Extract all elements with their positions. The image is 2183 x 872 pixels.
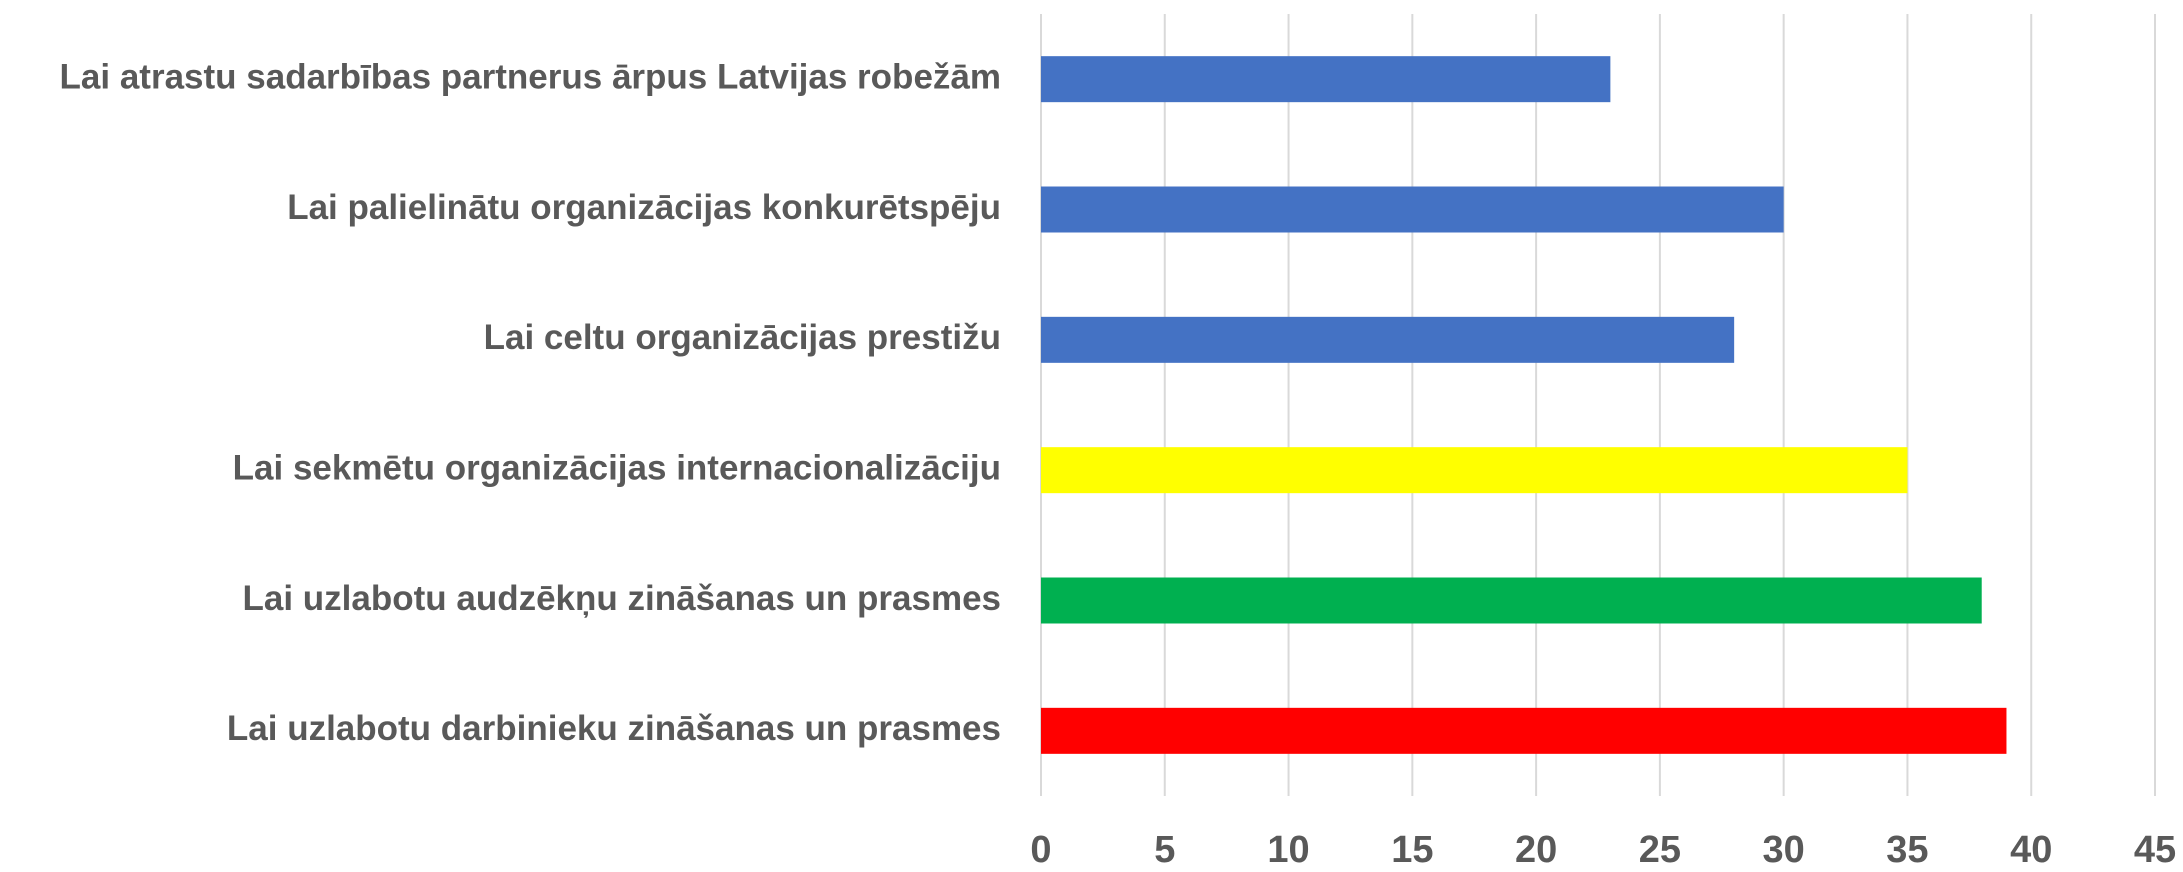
x-tick-label: 30 xyxy=(1763,829,1805,871)
bar xyxy=(1041,707,2007,754)
x-tick-label: 35 xyxy=(1886,829,1928,871)
bar xyxy=(1041,56,1611,103)
x-tick-label: 20 xyxy=(1515,829,1557,871)
bar xyxy=(1041,447,1908,494)
bar xyxy=(1041,577,1982,624)
x-tick-label: 25 xyxy=(1639,829,1681,871)
category-label: Lai celtu organizācijas prestižu xyxy=(484,318,1001,357)
bar xyxy=(1041,316,1735,363)
category-label: Lai palielinātu organizācijas konkurētsp… xyxy=(287,188,1001,227)
bar xyxy=(1041,186,1784,233)
x-tick-label: 10 xyxy=(1267,829,1309,871)
category-label: Lai uzlabotu darbinieku zināšanas un pra… xyxy=(227,709,1001,748)
category-label: Lai atrastu sadarbības partnerus ārpus L… xyxy=(60,57,1001,96)
x-tick-label: 5 xyxy=(1154,829,1175,871)
category-label: Lai uzlabotu audzēkņu zināšanas un prasm… xyxy=(242,579,1001,618)
x-tick-label: 45 xyxy=(2134,829,2176,871)
category-label: Lai sekmētu organizācijas internacionali… xyxy=(233,448,1001,487)
x-tick-label: 40 xyxy=(2010,829,2052,871)
x-tick-label: 0 xyxy=(1030,829,1051,871)
x-tick-label: 15 xyxy=(1391,829,1433,871)
